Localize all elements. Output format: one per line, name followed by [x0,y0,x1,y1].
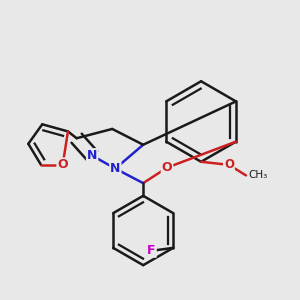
Text: F: F [147,244,156,257]
Text: CH₃: CH₃ [248,170,268,180]
Text: O: O [162,161,172,174]
Text: O: O [57,158,68,171]
Text: N: N [87,149,97,162]
Text: N: N [110,162,121,175]
Text: O: O [224,158,234,171]
